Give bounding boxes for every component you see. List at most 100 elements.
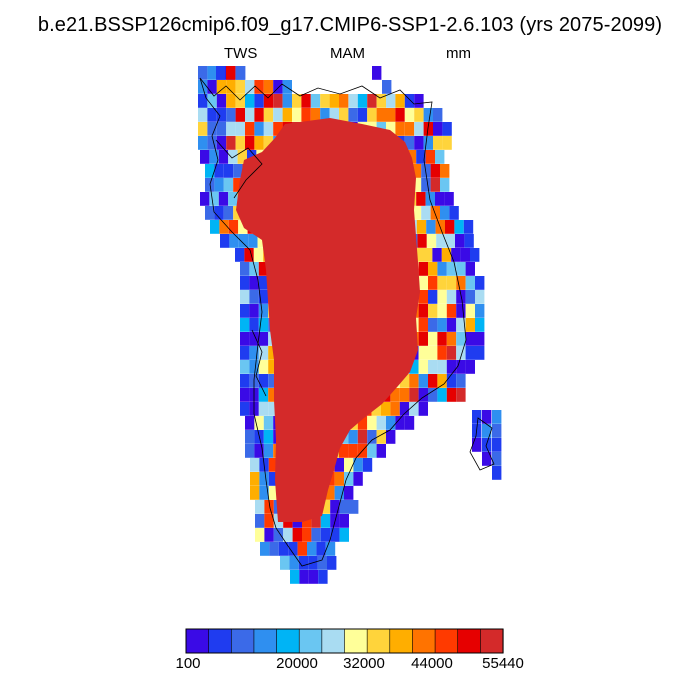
grid-cell — [339, 514, 349, 528]
grid-cell — [216, 136, 227, 150]
grid-cell — [371, 402, 381, 416]
grid-cell — [430, 178, 440, 192]
grid-cell — [207, 66, 217, 80]
grid-cell — [433, 108, 443, 122]
grid-cell — [376, 416, 386, 430]
grid-cell — [301, 108, 311, 122]
grid-cell — [440, 178, 450, 192]
colorbar-swatch — [185, 628, 210, 654]
grid-cell — [258, 290, 269, 304]
grid-cell — [386, 122, 396, 136]
grid-cell — [226, 122, 236, 136]
grid-cell — [446, 346, 457, 360]
grid-cell — [433, 122, 443, 136]
grid-cell — [475, 346, 485, 360]
grid-cell — [235, 80, 245, 94]
colorbar-swatch — [344, 628, 368, 654]
grid-cell — [250, 486, 260, 500]
grid-cell — [399, 374, 410, 388]
grid-cell — [367, 94, 377, 108]
grid-cell — [437, 276, 447, 290]
grid-cell — [290, 570, 300, 584]
grid-cell — [451, 248, 461, 262]
grid-cell — [411, 178, 422, 192]
grid-cell — [259, 486, 269, 500]
grid-cell — [446, 360, 457, 374]
grid-cell — [226, 80, 236, 94]
grid-cell — [418, 276, 428, 290]
grid-cell — [428, 290, 438, 304]
grid-cell — [330, 528, 340, 542]
grid-cell — [449, 206, 459, 220]
grid-cell — [240, 304, 250, 318]
grid-cell — [418, 346, 428, 360]
grid-cell — [259, 472, 269, 486]
grid-cell — [235, 122, 245, 136]
grid-cell — [258, 360, 269, 374]
grid-cell — [235, 248, 245, 262]
grid-cell — [292, 108, 302, 122]
colorbar-tick-label: 32000 — [343, 655, 385, 672]
colorbar-swatch — [321, 628, 346, 654]
grid-cell — [205, 164, 215, 178]
grid-cell — [437, 360, 447, 374]
grid-cell — [409, 388, 419, 402]
grid-cell — [472, 410, 482, 424]
grid-cell — [475, 304, 485, 318]
colorbar-swatch — [366, 628, 391, 654]
grid-cell — [244, 248, 254, 262]
grid-cell — [339, 528, 349, 542]
grid-cell — [395, 94, 405, 108]
grid-cell — [367, 444, 377, 458]
ice-sheet-interior — [236, 118, 420, 522]
grid-cell — [317, 556, 327, 570]
grid-cell — [216, 108, 227, 122]
grid-cell — [437, 304, 447, 318]
grid-cell — [428, 276, 438, 290]
variable-label: TWS — [224, 45, 258, 62]
grid-cell — [418, 290, 428, 304]
grid-cell — [263, 122, 274, 136]
grid-cell — [240, 318, 250, 332]
grid-cell — [465, 290, 475, 304]
grid-cell — [263, 416, 274, 430]
grid-cell — [258, 402, 269, 416]
grid-cell — [263, 80, 274, 94]
grid-cell — [245, 94, 255, 108]
grid-cell — [282, 80, 292, 94]
grid-cell — [254, 80, 264, 94]
grid-cell — [268, 346, 278, 360]
grid-cell — [249, 360, 259, 374]
grid-cell — [237, 150, 247, 164]
grid-cell — [200, 192, 210, 206]
grid-cell — [263, 136, 274, 150]
grid-cell — [334, 486, 344, 500]
grid-cell — [367, 430, 377, 444]
grid-cell — [395, 108, 405, 122]
grid-cell — [228, 220, 239, 234]
grid-cell — [263, 94, 274, 108]
grid-cell — [456, 318, 466, 332]
grid-cell — [418, 318, 428, 332]
coastline-main — [199, 77, 467, 567]
grid-cell — [205, 178, 215, 192]
grid-cell — [301, 94, 311, 108]
grid-cell — [423, 136, 433, 150]
grid-cell — [248, 234, 258, 248]
grid-cell — [273, 94, 283, 108]
grid-cell — [218, 192, 229, 206]
grid-cell — [417, 234, 427, 248]
coastline — [199, 77, 495, 567]
grid-cell — [465, 332, 475, 346]
grid-cell — [258, 318, 269, 332]
grid-cell — [430, 164, 440, 178]
grid-cell — [376, 94, 386, 108]
grid-cell — [428, 262, 438, 276]
grid-cell — [395, 416, 405, 430]
grid-cell — [249, 304, 259, 318]
grid-cell — [307, 542, 317, 556]
grid-cell — [362, 458, 373, 472]
grid-cell — [329, 108, 339, 122]
grid-cell — [492, 424, 502, 438]
grid-cell — [316, 542, 326, 556]
